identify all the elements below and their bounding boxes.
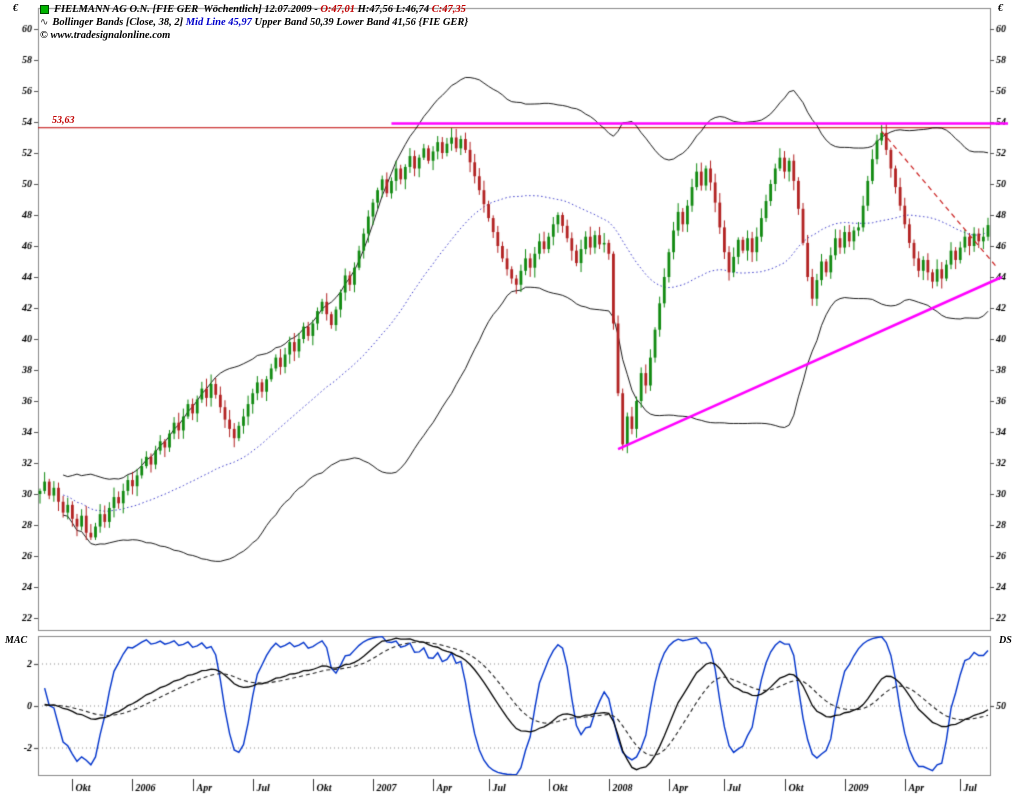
bollinger-band-values: Upper Band 50,39 Lower Band 41,56 {FIE G… bbox=[254, 17, 469, 28]
bollinger-name: Bollinger Bands [Close, 38, 2] bbox=[52, 17, 186, 28]
bollinger-icon: ∿ bbox=[40, 17, 49, 28]
bollinger-mid-value: Mid Line 45,97 bbox=[185, 17, 255, 28]
lower-left-axis-label: MAC bbox=[5, 635, 28, 646]
copyright-text: © www.tradesignalonline.com bbox=[40, 30, 171, 41]
currency-label-left: € bbox=[13, 3, 18, 14]
copyright-row: © www.tradesignalonline.com bbox=[40, 29, 468, 42]
indicator-legend-row: ∿ Bollinger Bands [Close, 38, 2] Mid Line… bbox=[40, 16, 468, 29]
currency-label-right: € bbox=[998, 3, 1003, 14]
instrument-legend-row: FIELMANN AG O.N. [FIE GER Wöchentlich] 1… bbox=[40, 3, 468, 16]
chart-legend: FIELMANN AG O.N. [FIE GER Wöchentlich] 1… bbox=[40, 3, 468, 42]
price-level-label: 53,63 bbox=[52, 115, 75, 126]
close-value: C:47,35 bbox=[431, 4, 466, 15]
instrument-marker-icon bbox=[40, 5, 49, 14]
open-value: O:47,01 bbox=[320, 4, 358, 15]
instrument-title: FIELMANN AG O.N. [FIE GER Wöchentlich] 1… bbox=[54, 4, 321, 15]
lower-right-axis-label: DS bbox=[999, 635, 1012, 646]
high-low-value: H:47,56 L:46,74 bbox=[357, 4, 432, 15]
